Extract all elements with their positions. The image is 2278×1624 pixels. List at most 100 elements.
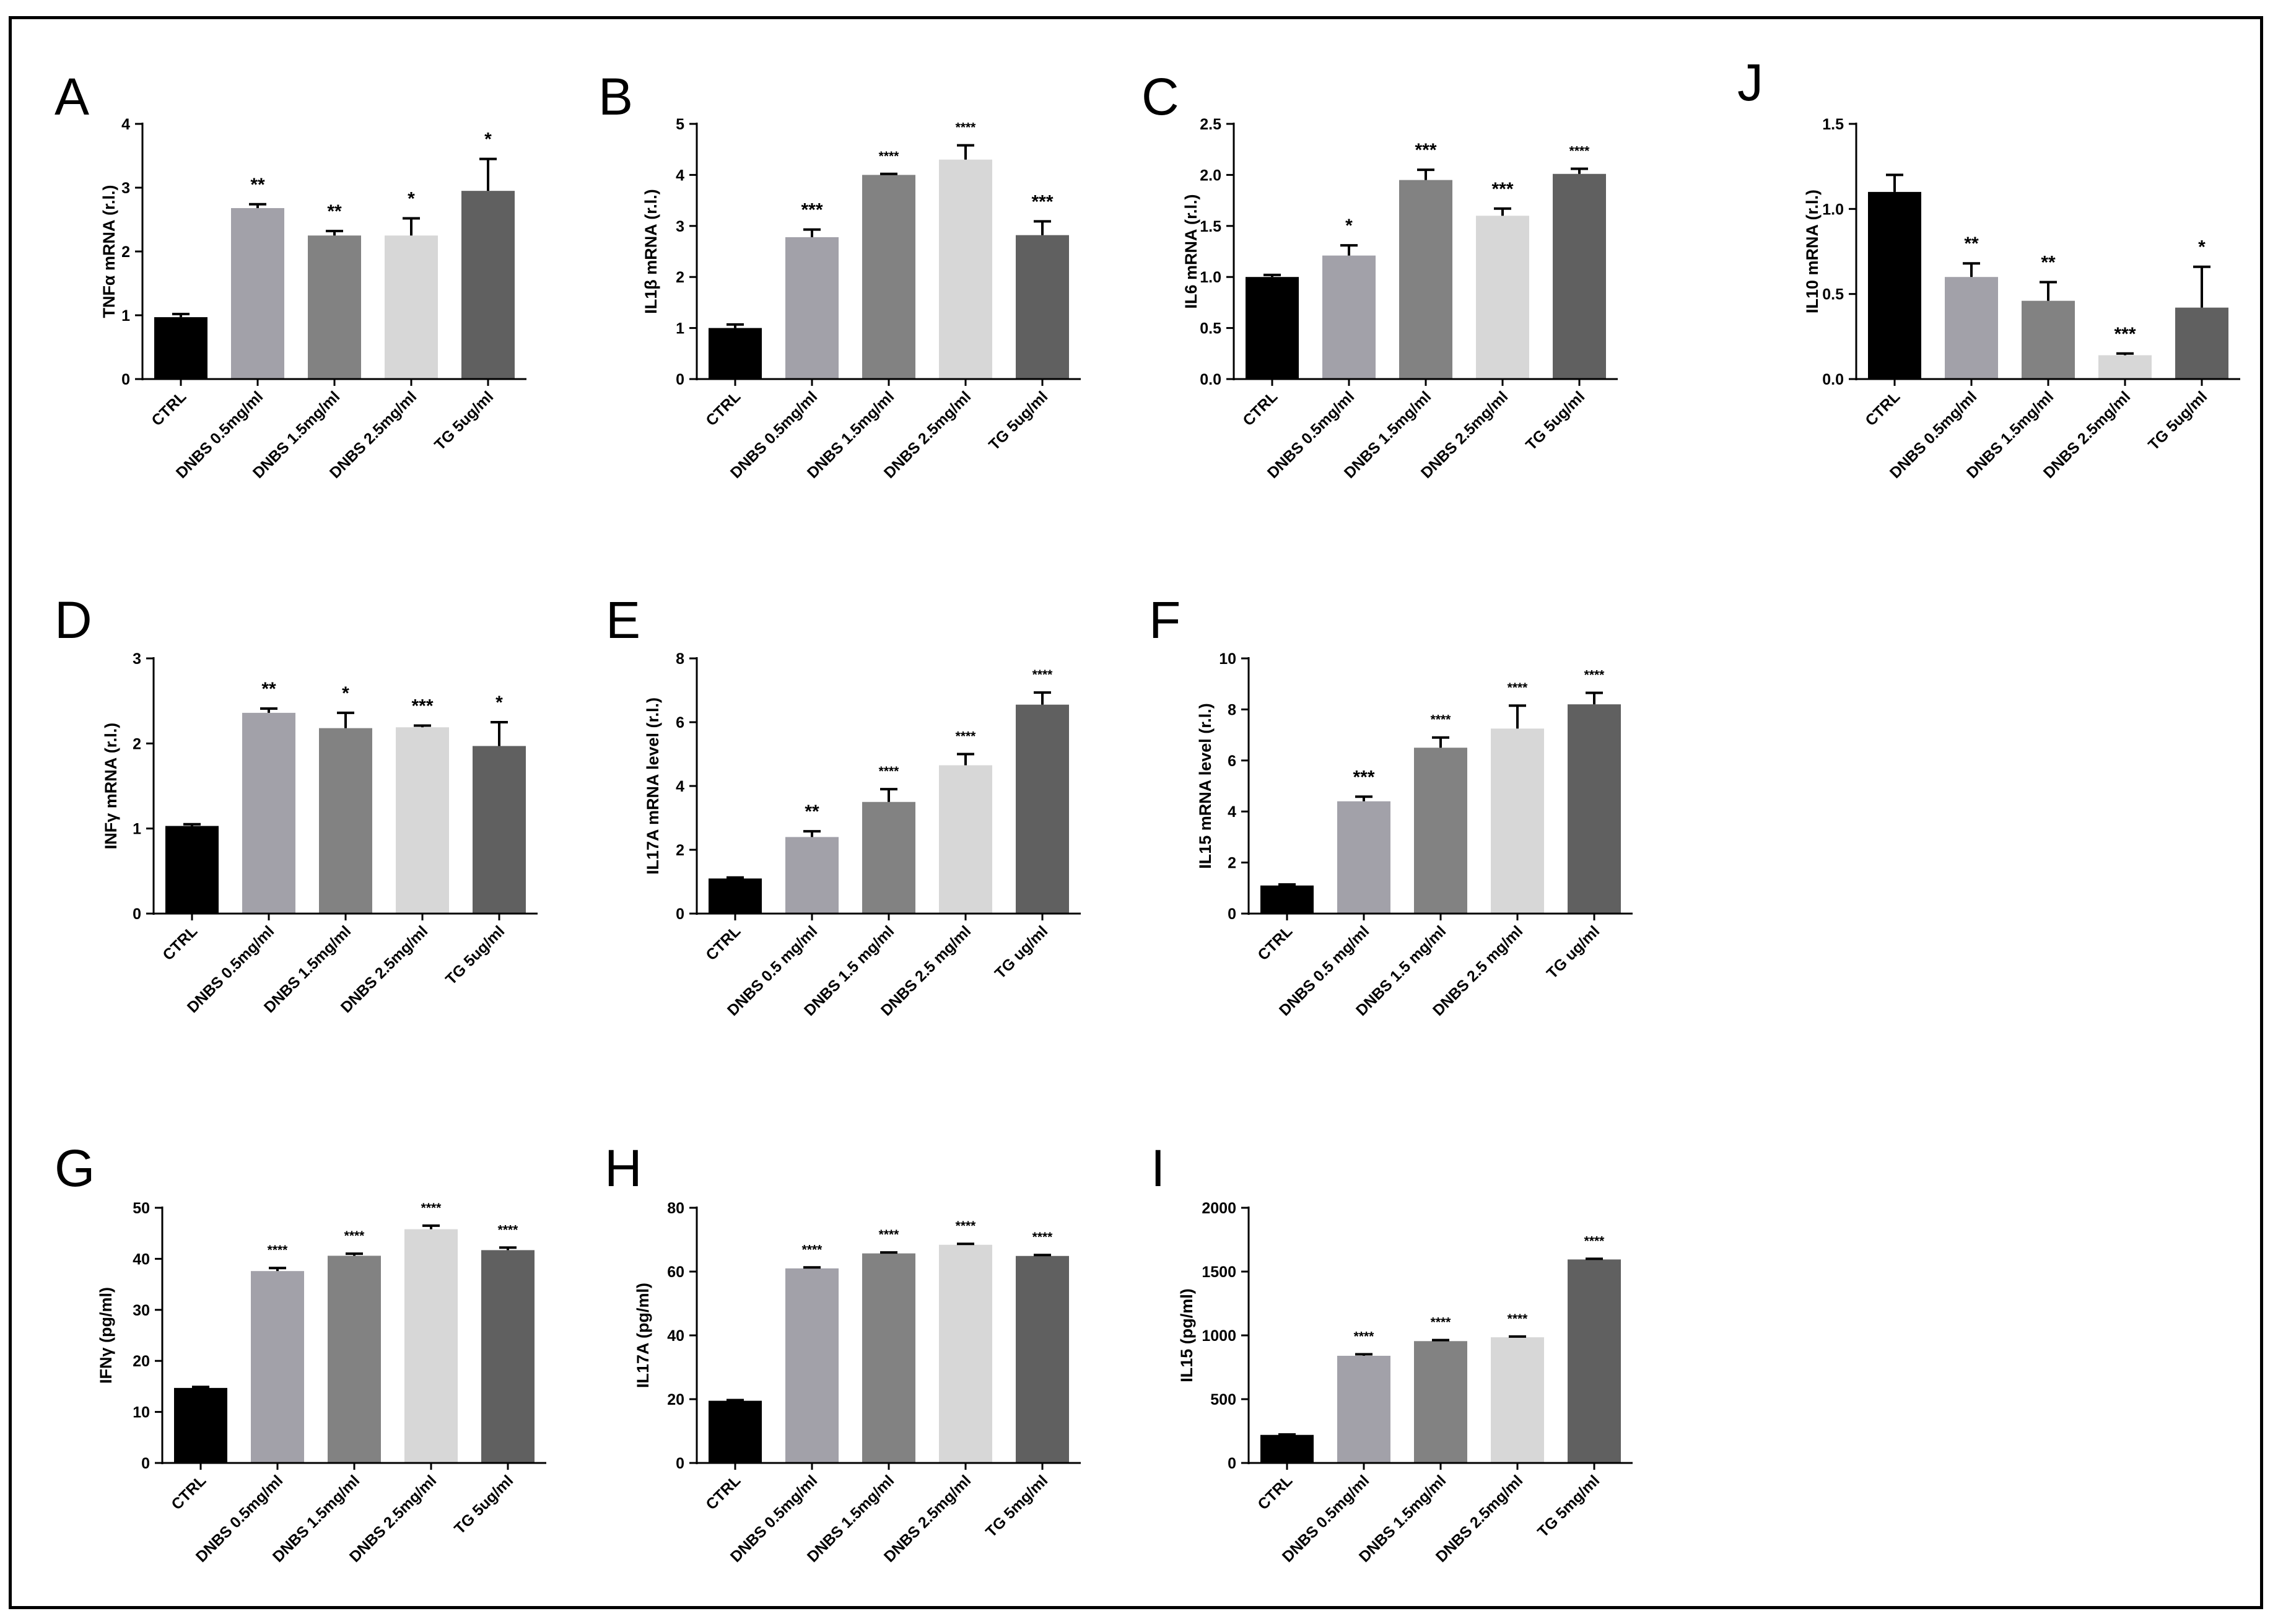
bar-2 [862, 801, 915, 914]
x-tick-label: CTRL [159, 922, 201, 964]
y-tick-label: 2 [121, 243, 130, 261]
bar-3 [1491, 1337, 1544, 1463]
y-axis-label: IL10 mRNA (r.l.) [1803, 190, 1822, 313]
y-tick-label: 80 [667, 1200, 684, 1217]
significance-label: * [1345, 216, 1353, 236]
significance-label: **** [1508, 1312, 1529, 1326]
bar-0 [709, 878, 762, 914]
significance-label: **** [498, 1223, 519, 1237]
significance-label: **** [1569, 144, 1591, 159]
x-tick-label: CTRL [702, 922, 744, 964]
bar-0 [1260, 1434, 1314, 1463]
bar-4 [1016, 1255, 1069, 1463]
y-tick-label: 1 [133, 821, 141, 838]
y-tick-label: 0 [133, 906, 141, 923]
significance-label: *** [1491, 179, 1513, 199]
y-tick-label: 8 [1228, 701, 1236, 718]
y-tick-label: 3 [133, 650, 141, 668]
y-tick-label: 6 [1228, 753, 1236, 770]
bar-0 [1260, 885, 1314, 914]
significance-label: ** [1964, 234, 1979, 254]
x-tick-label: TG 5ug/ml [1522, 388, 1588, 453]
x-tick-label: CTRL [1254, 1472, 1296, 1513]
significance-label: * [408, 188, 415, 209]
bar-2 [328, 1255, 381, 1463]
significance-label: *** [411, 696, 433, 716]
y-tick-label: 50 [133, 1200, 150, 1217]
y-tick-label: 1 [676, 320, 684, 338]
significance-label: ** [261, 679, 276, 699]
significance-label: **** [1508, 681, 1529, 695]
panel-letter: A [55, 68, 89, 126]
bar-0 [709, 1400, 762, 1463]
x-tick-label: TG 5ug/ml [442, 922, 508, 988]
y-tick-label: 4 [1228, 803, 1236, 821]
bar-3 [1476, 216, 1529, 379]
significance-label: *** [801, 200, 823, 220]
y-tick-label: 4 [676, 778, 684, 795]
y-axis-label: IL1β mRNA (r.l.) [642, 189, 660, 314]
bar-2 [2022, 300, 2075, 379]
y-tick-label: 2.5 [1200, 116, 1221, 133]
panel-letter: C [1141, 68, 1179, 126]
y-tick-label: 30 [133, 1302, 150, 1319]
x-tick-label: TG 5mg/ml [1534, 1472, 1603, 1540]
x-tick-label: CTRL [702, 1472, 744, 1513]
significance-label: **** [1354, 1329, 1375, 1343]
y-tick-label: 0 [676, 1455, 684, 1472]
bar-1 [251, 1271, 304, 1463]
bar-4 [1568, 704, 1621, 914]
significance-label: **** [1431, 1316, 1452, 1330]
bar-2 [1399, 180, 1452, 379]
y-tick-label: 0 [1228, 906, 1236, 923]
y-tick-label: 2.0 [1200, 167, 1221, 184]
bar-4 [1568, 1259, 1621, 1463]
bar-1 [785, 1268, 839, 1463]
y-tick-label: 1000 [1202, 1327, 1236, 1345]
y-tick-label: 0.5 [1822, 286, 1844, 303]
significance-label: **** [802, 1242, 823, 1257]
significance-label: * [342, 683, 349, 704]
y-tick-label: 10 [133, 1404, 150, 1421]
bar-3 [939, 1244, 992, 1463]
y-tick-label: 0 [121, 371, 130, 388]
bar-2 [308, 235, 361, 379]
bar-2 [862, 175, 915, 379]
bar-4 [1553, 173, 1606, 379]
y-axis-label: IL15 mRNA level (r.l.) [1196, 703, 1215, 869]
significance-label: **** [956, 1219, 977, 1233]
y-tick-label: 2 [133, 735, 141, 753]
y-tick-label: 1.5 [1200, 218, 1221, 235]
y-tick-label: 0 [1228, 1455, 1236, 1472]
panel-letter: H [604, 1139, 642, 1197]
x-tick-label: TG ug/ml [1543, 922, 1603, 982]
x-tick-label: TG ug/ml [992, 922, 1051, 982]
significance-label: **** [879, 1228, 900, 1242]
y-tick-label: 10 [1219, 650, 1236, 668]
y-tick-label: 6 [676, 714, 684, 731]
y-tick-label: 0.0 [1200, 371, 1221, 388]
significance-label: ** [805, 801, 819, 822]
bar-1 [242, 712, 295, 914]
bar-4 [461, 191, 515, 379]
significance-label: ** [327, 201, 342, 222]
panel-letter: E [606, 591, 640, 649]
bar-1 [1322, 255, 1376, 379]
significance-label: ** [2041, 252, 2056, 273]
y-tick-label: 3 [121, 180, 130, 197]
significance-label: *** [1353, 767, 1374, 787]
y-tick-label: 5 [676, 116, 684, 133]
bar-2 [1414, 748, 1467, 914]
significance-label: **** [268, 1243, 289, 1257]
y-tick-label: 8 [676, 650, 684, 668]
significance-label: * [495, 692, 503, 713]
bar-4 [1016, 235, 1069, 379]
y-axis-label: IL15 (pg/ml) [1177, 1288, 1196, 1382]
x-tick-label: TG 5ug/ml [985, 388, 1051, 453]
